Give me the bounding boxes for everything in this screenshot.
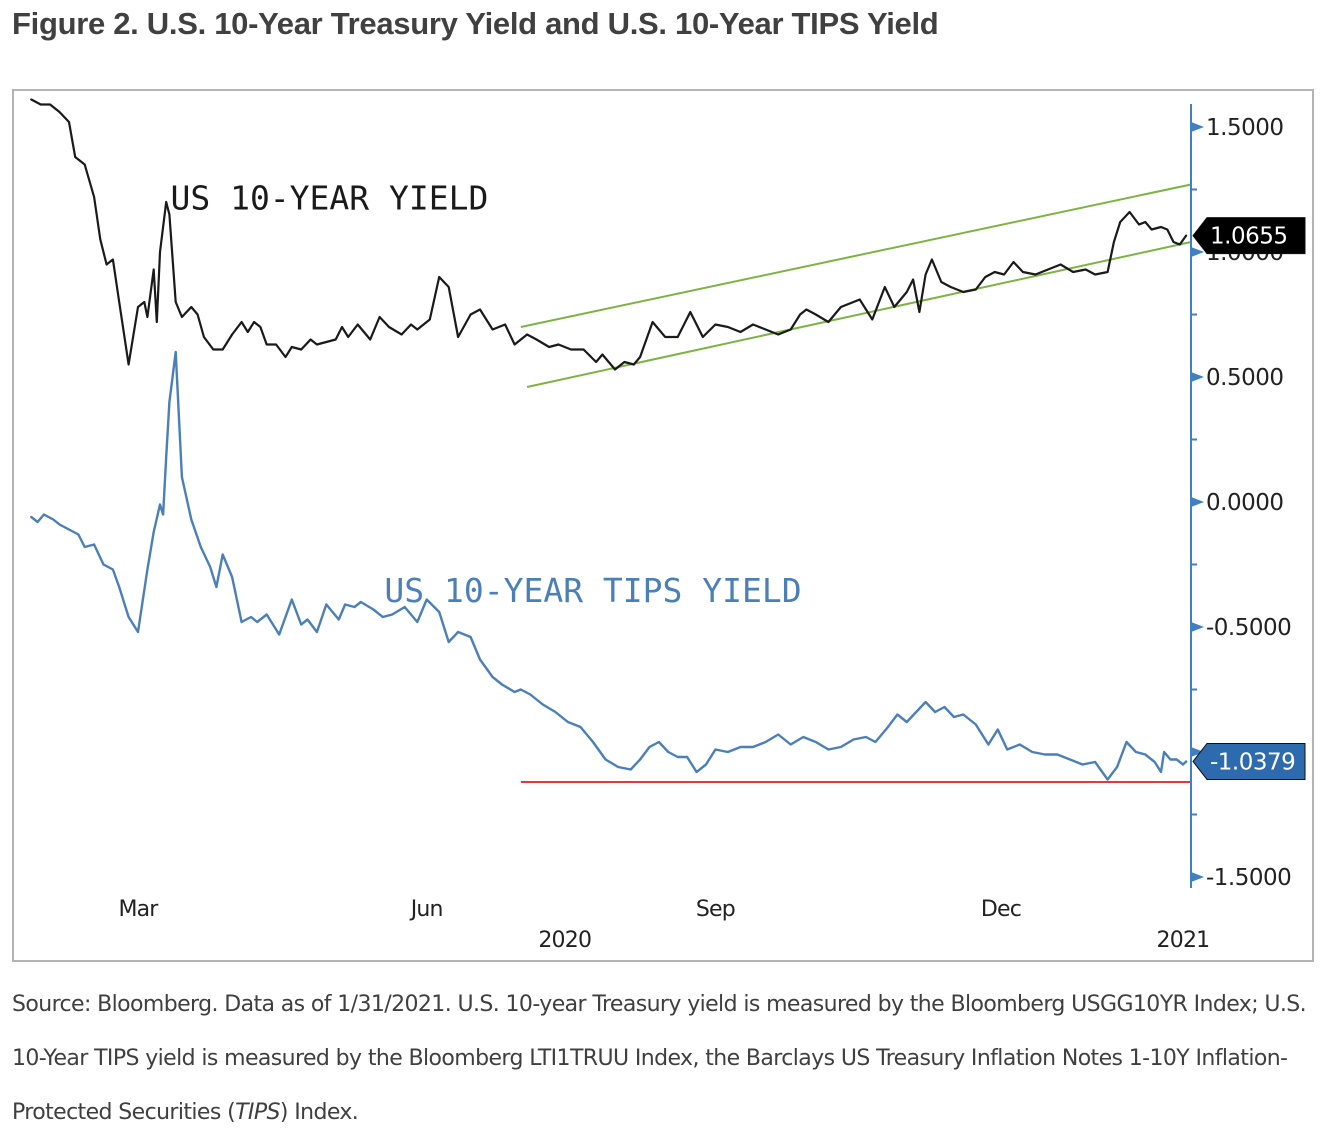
treasury-series-annotation: US 10-YEAR YIELD [170,179,488,218]
x-year-label: 2021 [1157,928,1210,953]
y-major-tick [1191,372,1204,382]
y-major-tick [1191,872,1204,882]
caption-tips-italic: TIPS [235,1100,280,1125]
x-tick-label: Sep [696,897,735,922]
y-major-tick [1191,622,1204,632]
tips-series-annotation: US 10-YEAR TIPS YIELD [384,571,801,610]
caption-text-1: Source: Bloomberg. Data as of 1/31/2021.… [12,992,1307,1125]
tips-series-line [30,350,1188,781]
y-tick-label: 0.5000 [1206,365,1283,391]
y-tick-label: -1.5000 [1206,865,1291,891]
y-major-tick [1191,122,1204,132]
annotations: US 10-YEAR YIELD US 10-YEAR TIPS YIELD [170,179,801,611]
series-lines [30,98,1188,781]
y-tick-label: 0.0000 [1206,490,1283,516]
tips-last-value-callout [1192,742,1306,780]
x-tick-label: Dec [981,897,1021,922]
figure-title: Figure 2. U.S. 10-Year Treasury Yield an… [12,6,939,41]
x-tick-label: Jun [409,897,443,922]
y-major-tick [1191,747,1204,757]
x-tick-label: Mar [118,897,159,922]
y-major-tick [1191,497,1204,507]
x-axis: Mar Jun Sep Dec 2020 2021 [118,897,1210,953]
upper-channel-line [520,183,1192,328]
reference-lines [520,183,1192,783]
last-value-callouts: 1.0655 -1.0379 [1192,217,1306,780]
source-caption: Source: Bloomberg. Data as of 1/31/2021.… [12,978,1332,1140]
treasury-last-value-callout [1192,217,1306,255]
x-year-label: 2020 [538,928,591,953]
caption-text-2: ) Index. [279,1100,359,1125]
tips-last-value-label: -1.0379 [1210,749,1295,775]
y-tick-label: -0.5000 [1206,615,1291,641]
lower-channel-line [526,241,1192,388]
treasury-last-value-label: 1.0655 [1210,224,1287,250]
treasury-series-line [30,98,1188,371]
y-major-tick [1191,247,1204,257]
y-tick-label: 1.5000 [1206,115,1283,141]
